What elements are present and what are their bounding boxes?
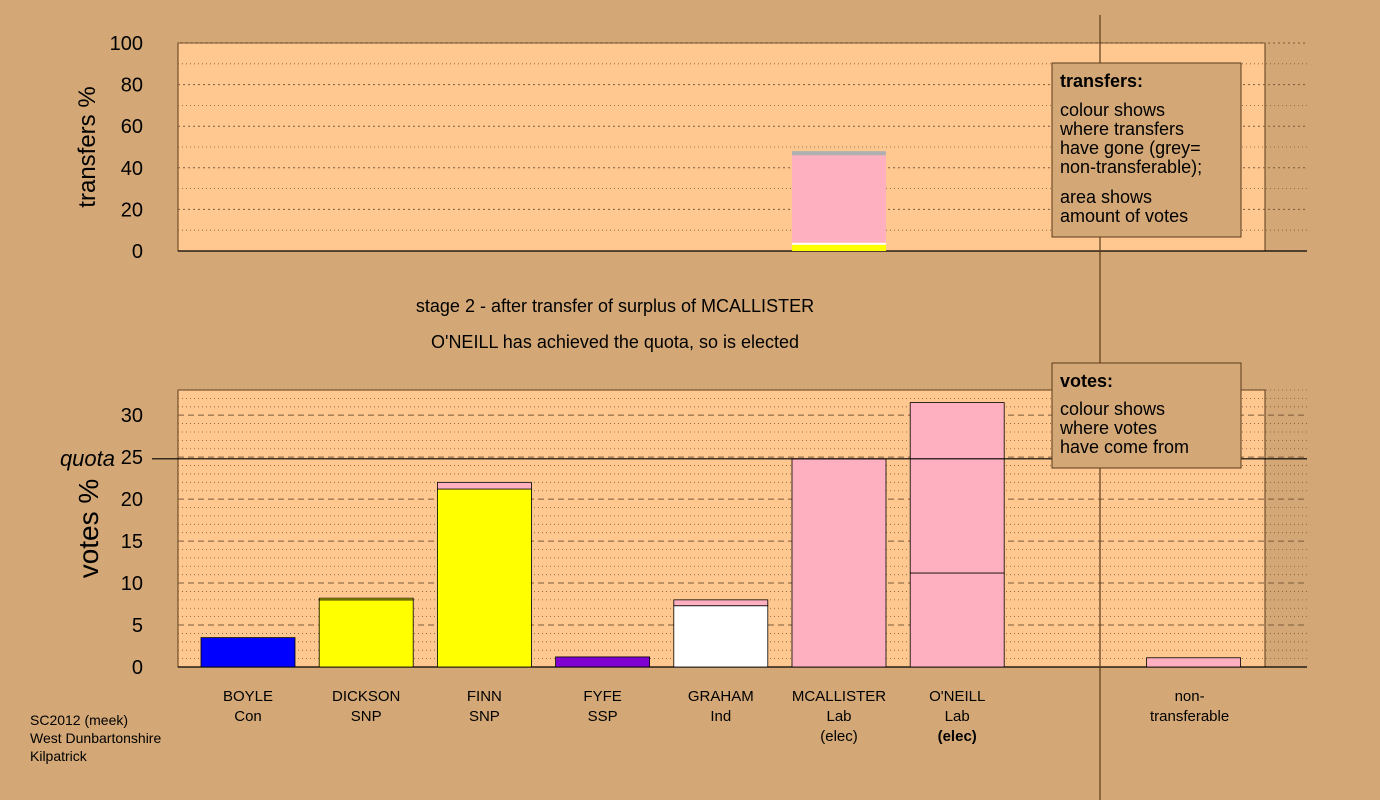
bar-segment-ind (673, 605, 769, 668)
y-tick-label: 80 (121, 75, 143, 97)
candidate-label: FINN SNP (467, 688, 502, 725)
bar-segment-lab (791, 458, 887, 668)
y-tick-label: 5 (132, 615, 143, 637)
transfers-y-ticks: 0 20 40 60 80 100 (110, 33, 143, 263)
votes-y-ticks: 0 5 10 15 20 25 30 (121, 405, 143, 679)
bar-graham (673, 599, 769, 668)
transfers-legend-line: non-transferable); (1060, 157, 1202, 177)
stage-subtitle: O'NEILL has achieved the quota, so is el… (431, 332, 799, 352)
transfers-legend-line: where transfers (1059, 119, 1184, 139)
bar-segment-lab (673, 599, 769, 607)
quota-label: quota (60, 446, 115, 471)
candidate-party: SNP (351, 708, 382, 725)
bar-segment-snp (318, 599, 414, 668)
y-tick-label: 30 (121, 405, 143, 427)
bar-segment-lab (792, 155, 886, 243)
candidate-party: Ind (710, 708, 731, 725)
footer-council: West Dunbartonshire (30, 730, 161, 746)
stage-title: stage 2 - after transfer of surplus of M… (416, 296, 814, 316)
bar-fyfe (555, 656, 650, 668)
footer-ward: Kilpatrick (30, 748, 88, 764)
bar-segment-snp (436, 488, 532, 668)
bar-segment-ssp (555, 656, 650, 668)
bar-segment-lab (436, 481, 532, 490)
votes-legend: votes: colour shows where votes have com… (1051, 362, 1242, 469)
votes-bars (200, 402, 1241, 668)
candidate-party: transferable (1150, 708, 1229, 725)
bar-segment-ind (792, 242, 886, 245)
votes-y-axis-label: votes % (73, 479, 104, 579)
votes-panel: 0 5 10 15 20 25 30 quota votes % BOYLE Con DICKS… (60, 389, 1307, 745)
candidate-party: Lab (945, 708, 970, 725)
bar-mcallister (792, 151, 886, 251)
candidate-label: FYFE SSP (583, 688, 621, 725)
candidate-name: O'NEILL (929, 688, 985, 705)
bar-nontransferable (1146, 657, 1241, 668)
footer-election: SC2012 (meek) (30, 712, 128, 728)
y-tick-label: 20 (121, 199, 143, 221)
bar-segment-lab (909, 402, 1005, 574)
bar-segment-nontransferable (792, 151, 886, 156)
candidate-party: Con (234, 708, 262, 725)
transfers-legend-line: area shows (1060, 187, 1152, 207)
votes-legend-line: colour shows (1060, 399, 1165, 419)
candidate-name: BOYLE (223, 688, 273, 705)
y-tick-label: 0 (132, 657, 143, 679)
candidate-label: GRAHAM Ind (688, 688, 754, 725)
candidate-name: GRAHAM (688, 688, 754, 705)
y-tick-label: 15 (121, 531, 143, 553)
candidate-status: (elec) (938, 728, 977, 745)
candidate-name: FINN (467, 688, 502, 705)
candidate-name: DICKSON (332, 688, 400, 705)
y-tick-label: 10 (121, 573, 143, 595)
candidate-name: non- (1175, 688, 1205, 705)
transfers-legend-line: colour shows (1060, 100, 1165, 120)
candidate-party: SSP (588, 708, 618, 725)
bar-dickson (318, 597, 414, 668)
y-tick-label: 0 (132, 241, 143, 263)
transfers-bars (792, 151, 886, 251)
bar-boyle (200, 637, 296, 668)
y-tick-label: 25 (121, 447, 143, 469)
candidate-name: FYFE (583, 688, 621, 705)
y-tick-label: 60 (121, 116, 143, 138)
candidate-label: DICKSON SNP (332, 688, 400, 725)
bar-segment-lab (1146, 657, 1241, 668)
bar-mcallister (791, 458, 887, 668)
bar-finn (436, 481, 532, 668)
transfers-legend-line: amount of votes (1060, 206, 1188, 226)
candidate-labels: BOYLE Con DICKSON SNP FINN SNP FYFE SSP GRAHAM In… (223, 688, 1229, 745)
transfers-legend-line: have gone (grey= (1060, 138, 1201, 158)
candidate-label: MCALLISTER Lab (elec) (792, 688, 886, 745)
votes-legend-line: where votes (1059, 418, 1157, 438)
candidate-label: non-transferable (1150, 688, 1229, 725)
transfers-y-axis-label: transfers % (74, 86, 101, 207)
bar-segment-lab (909, 572, 1005, 668)
y-tick-label: 40 (121, 158, 143, 180)
transfers-legend-heading: transfers: (1060, 71, 1143, 91)
candidate-party: Lab (826, 708, 851, 725)
votes-legend-line: have come from (1060, 437, 1189, 457)
y-tick-label: 20 (121, 489, 143, 511)
transfers-legend: transfers: colour shows where transfers … (1051, 62, 1242, 238)
candidate-label: BOYLE Con (223, 688, 273, 725)
y-tick-label: 100 (110, 33, 143, 55)
candidate-status: (elec) (820, 728, 858, 745)
bar-segment-con (200, 637, 296, 668)
candidate-label: O'NEILL Lab (elec) (929, 688, 985, 745)
candidate-party: SNP (469, 708, 500, 725)
votes-legend-heading: votes: (1060, 371, 1113, 391)
candidate-name: MCALLISTER (792, 688, 886, 705)
bar-segment-snp (318, 597, 414, 601)
bar-segment-snp (792, 244, 886, 251)
bar-oneill (909, 402, 1005, 668)
